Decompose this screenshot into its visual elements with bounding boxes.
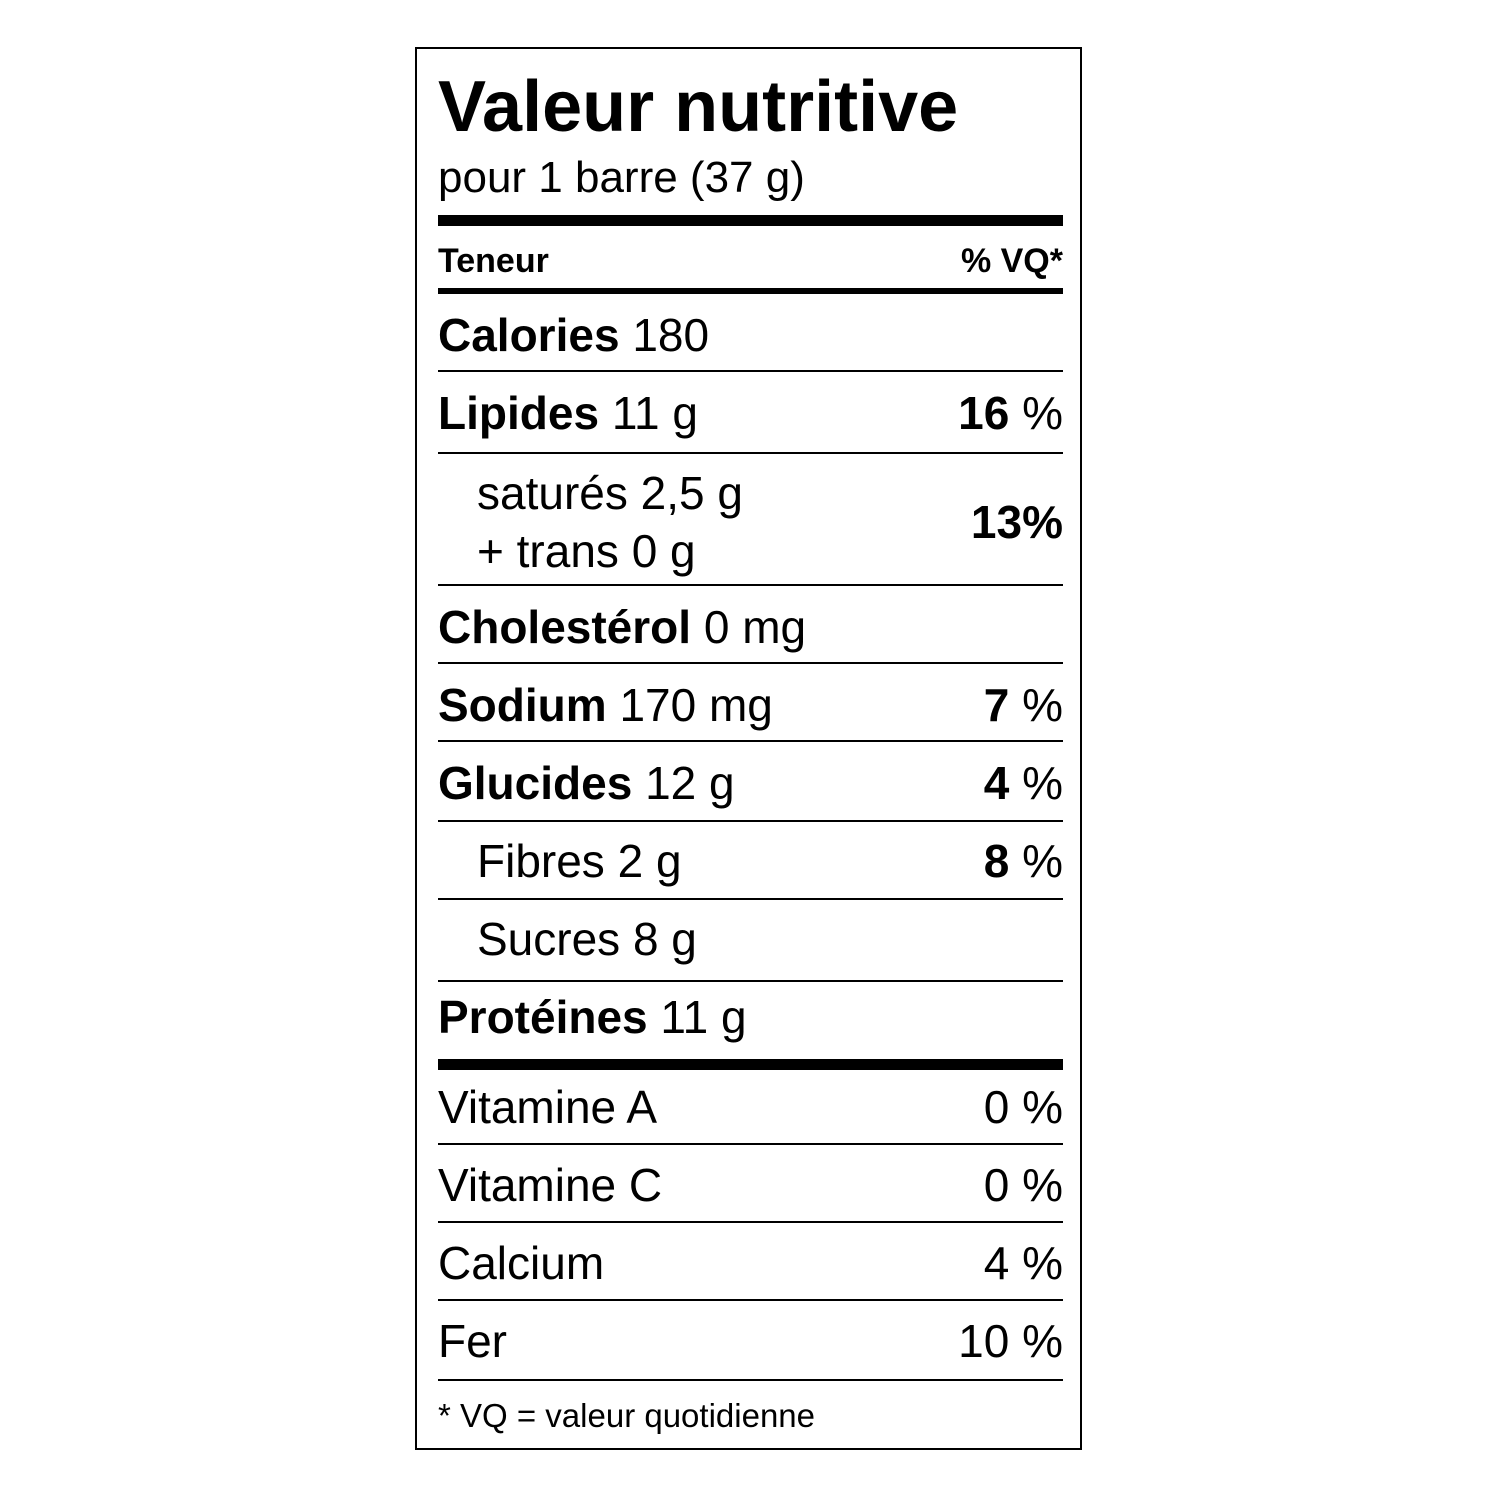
- footnote: * VQ = valeur quotidienne: [438, 1397, 816, 1434]
- thick-divider: [438, 215, 1063, 226]
- nutrient-name: Lipides: [438, 387, 600, 439]
- row-fibres: Fibres 2 g 8 %: [438, 833, 1063, 889]
- row-sucres: Sucres 8 g: [438, 911, 1063, 967]
- nutrient-label: Sucres 8 g: [477, 913, 697, 965]
- divider: [438, 740, 1063, 742]
- trans-fat: + trans 0 g: [477, 525, 696, 577]
- divider: [438, 584, 1063, 586]
- row-vitamine-c: Vitamine C 0 %: [438, 1157, 1063, 1213]
- nutrient-amount: 11 g: [660, 991, 747, 1043]
- row-glucides: Glucides 12 g 4 %: [438, 755, 1063, 811]
- divider: [438, 662, 1063, 664]
- row-lipides: Lipides 11 g 16 %: [438, 385, 1063, 441]
- nutrition-facts-table: Valeur nutritive pour 1 barre (37 g) Ten…: [415, 47, 1082, 1450]
- header-amount: Teneur: [438, 241, 549, 280]
- row-satures-trans: saturés 2,5 g + trans 0 g 13%: [438, 462, 1063, 582]
- row-cholesterol: Cholestérol 0 mg: [438, 599, 1063, 655]
- title: Valeur nutritive: [438, 67, 959, 147]
- nutrient-amount: 11 g: [611, 387, 698, 439]
- dv-unit: %: [1009, 835, 1063, 887]
- divider: [438, 1221, 1063, 1223]
- dv-value: 10 %: [958, 1315, 1063, 1367]
- dv-value: 13: [970, 496, 1023, 548]
- row-proteines: Protéines 11 g: [438, 989, 1063, 1045]
- vitamin-name: Calcium: [438, 1237, 605, 1289]
- nutrient-amount: 12 g: [645, 757, 735, 809]
- divider: [438, 452, 1063, 454]
- dv-unit: %: [1009, 387, 1063, 439]
- divider: [438, 1143, 1063, 1145]
- dv-unit: %: [1009, 757, 1063, 809]
- header-row: Teneur % VQ*: [438, 239, 1063, 283]
- divider: [438, 1299, 1063, 1301]
- header-dv: % VQ*: [960, 241, 1063, 280]
- divider: [438, 980, 1063, 982]
- vitamin-name: Vitamine C: [438, 1159, 663, 1211]
- dv-value: 0 %: [983, 1159, 1063, 1211]
- saturated-fat: saturés 2,5 g: [477, 467, 743, 519]
- row-calories: Calories 180: [438, 307, 1063, 363]
- row-calcium: Calcium 4 %: [438, 1235, 1063, 1291]
- serving-size: pour 1 barre (37 g): [438, 153, 805, 202]
- nutrient-name: Glucides: [438, 757, 633, 809]
- nutrient-amount: 180: [632, 309, 710, 361]
- nutrient-name: Sodium: [438, 679, 607, 731]
- dv-value: 7: [983, 679, 1010, 731]
- divider: [438, 898, 1063, 900]
- divider: [438, 288, 1063, 294]
- nutrient-label: Fibres 2 g: [477, 835, 682, 887]
- row-vitamine-a: Vitamine A 0 %: [438, 1079, 1063, 1135]
- divider: [438, 370, 1063, 372]
- nutrient-name: Calories: [438, 309, 620, 361]
- dv-value: 0 %: [983, 1081, 1063, 1133]
- dv-value: 4 %: [983, 1237, 1063, 1289]
- dv-value: 8: [983, 835, 1010, 887]
- nutrient-amount: 170 mg: [619, 679, 773, 731]
- row-sodium: Sodium 170 mg 7 %: [438, 677, 1063, 733]
- divider: [438, 820, 1063, 822]
- thick-divider: [438, 1059, 1063, 1070]
- dv-value: 16: [958, 387, 1010, 439]
- nutrient-amount: 0 mg: [703, 601, 807, 653]
- row-fer: Fer 10 %: [438, 1313, 1063, 1369]
- vitamin-name: Fer: [438, 1315, 507, 1367]
- nutrient-name: Protéines: [438, 991, 648, 1043]
- divider: [438, 1379, 1063, 1381]
- dv-unit: %: [1022, 496, 1063, 548]
- nutrient-name: Cholestérol: [438, 601, 692, 653]
- vitamin-name: Vitamine A: [438, 1081, 658, 1133]
- dv-unit: %: [1009, 679, 1063, 731]
- dv-value: 4: [983, 757, 1010, 809]
